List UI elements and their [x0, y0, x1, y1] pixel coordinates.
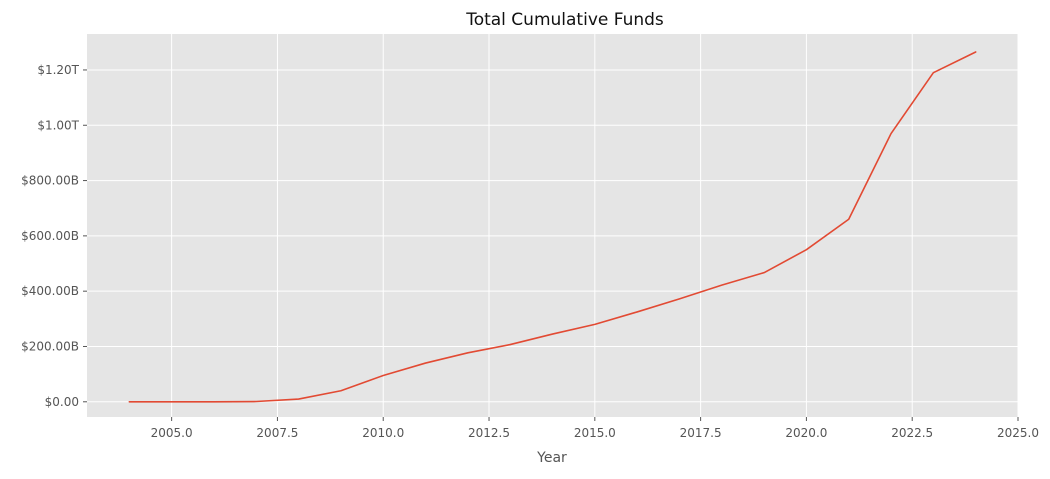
x-tick-label: 2007.5 [256, 426, 298, 440]
y-tick-label: $200.00B [21, 339, 79, 353]
series-line [128, 51, 977, 403]
plot-background [87, 34, 1018, 417]
x-axis-label: Year [536, 450, 567, 466]
y-tick-label: $600.00B [21, 229, 79, 243]
y-tick-label: $400.00B [21, 284, 79, 298]
x-tick-label: 2020.0 [785, 426, 827, 440]
x-tick-label: 2005.0 [151, 426, 193, 440]
x-tick-label: 2017.5 [680, 426, 722, 440]
x-tick-label: 2010.0 [362, 426, 404, 440]
grid-lines [87, 34, 1019, 417]
x-tick-label: 2022.5 [891, 426, 933, 440]
axis-ticks: 2005.0 2007.5 2010.0 2012.5 2015.0 2017.5 2020… [21, 63, 1039, 440]
y-tick-label: $1.00T [37, 118, 79, 132]
y-tick-label: $800.00B [21, 174, 79, 188]
chart-title: Total Cumulative Funds [465, 10, 664, 30]
y-tick-label: $0.00 [45, 395, 79, 409]
x-tick-label: 2015.0 [574, 426, 616, 440]
x-tick-label: 2012.5 [468, 426, 510, 440]
x-tick-label: 2025.0 [997, 426, 1039, 440]
series-layer [128, 51, 977, 403]
y-tick-label: $1.20T [37, 63, 79, 77]
